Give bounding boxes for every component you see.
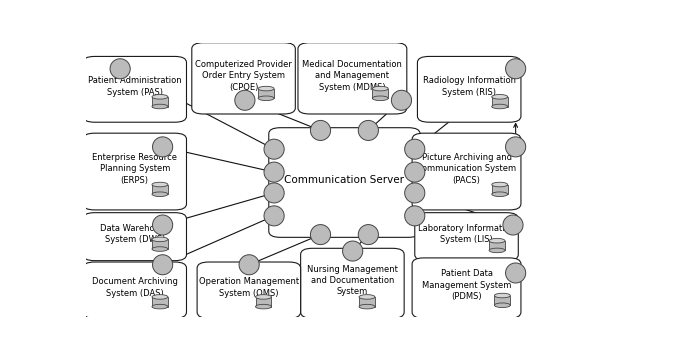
Ellipse shape [492,192,508,197]
Bar [492,184,508,194]
Bar [258,89,274,98]
Ellipse shape [372,86,388,91]
Ellipse shape [152,237,168,242]
Bar [489,241,505,250]
Ellipse shape [264,162,284,182]
FancyBboxPatch shape [83,133,186,210]
Text: Laboratory Information
System (LIS): Laboratory Information System (LIS) [418,224,515,244]
Bar [256,297,271,307]
Bar [152,97,168,106]
Ellipse shape [152,95,168,99]
FancyBboxPatch shape [83,262,186,318]
Ellipse shape [152,192,168,197]
Ellipse shape [506,263,525,283]
Text: Enterprise Resource
Planning System
(ERPS): Enterprise Resource Planning System (ERP… [92,153,177,185]
Ellipse shape [503,215,523,235]
Ellipse shape [152,104,168,109]
Bar [152,297,168,307]
Bar [492,97,508,106]
Ellipse shape [264,183,284,203]
Ellipse shape [492,182,508,187]
Ellipse shape [405,206,425,226]
Ellipse shape [492,95,508,99]
Text: Operation Management
System (OMS): Operation Management System (OMS) [199,277,299,298]
Text: Data Warehouse
System (DWS): Data Warehouse System (DWS) [100,224,170,244]
FancyBboxPatch shape [417,57,521,122]
Text: Radiology Information
System (RIS): Radiology Information System (RIS) [423,76,516,97]
Ellipse shape [110,59,130,79]
Ellipse shape [152,247,168,251]
Ellipse shape [239,255,259,275]
Text: Patient Data
Management System
(PDMS): Patient Data Management System (PDMS) [422,269,511,301]
Ellipse shape [358,120,378,141]
Text: Picture Archiving and
Communication System
(PACS): Picture Archiving and Communication Syst… [416,153,516,185]
Text: Communication Server: Communication Server [284,175,404,185]
Ellipse shape [405,183,425,203]
FancyBboxPatch shape [412,258,521,318]
Ellipse shape [258,96,274,100]
Ellipse shape [256,295,271,299]
Ellipse shape [506,137,525,157]
Ellipse shape [153,255,173,275]
Ellipse shape [359,295,375,299]
Ellipse shape [310,120,331,141]
Ellipse shape [342,241,363,261]
FancyBboxPatch shape [83,213,186,261]
Ellipse shape [405,139,425,159]
Ellipse shape [256,304,271,309]
Ellipse shape [264,206,284,226]
Bar [495,295,510,305]
Ellipse shape [372,96,388,100]
Ellipse shape [358,225,378,245]
FancyBboxPatch shape [414,213,519,261]
FancyBboxPatch shape [298,43,407,114]
Ellipse shape [495,303,510,308]
Ellipse shape [152,295,168,299]
Ellipse shape [506,59,525,79]
Text: Nursing Management
and Documentation
System: Nursing Management and Documentation Sys… [307,265,398,297]
Ellipse shape [489,248,505,253]
Ellipse shape [310,225,331,245]
Text: Computerized Provider
Order Entry System
(CPOE): Computerized Provider Order Entry System… [195,60,292,91]
FancyBboxPatch shape [83,57,186,122]
Bar [152,184,168,194]
Ellipse shape [152,304,168,309]
Ellipse shape [264,139,284,159]
Ellipse shape [489,239,505,243]
Bar [372,89,388,98]
Text: Patient Administration
System (PAS): Patient Administration System (PAS) [88,76,182,97]
FancyBboxPatch shape [197,262,301,318]
FancyBboxPatch shape [269,128,420,237]
Ellipse shape [258,86,274,91]
Text: Medical Documentation
and Management
System (MDMS): Medical Documentation and Management Sys… [303,60,402,91]
Text: Document Archiving
System (DAS): Document Archiving System (DAS) [92,277,177,298]
Ellipse shape [495,293,510,298]
FancyBboxPatch shape [192,43,295,114]
FancyBboxPatch shape [301,248,404,318]
Ellipse shape [235,90,255,110]
Bar [359,297,375,307]
Ellipse shape [391,90,412,110]
Ellipse shape [405,162,425,182]
Ellipse shape [492,104,508,109]
Bar [152,239,168,249]
Ellipse shape [359,304,375,309]
Ellipse shape [153,137,173,157]
FancyBboxPatch shape [412,133,521,210]
Ellipse shape [152,182,168,187]
Ellipse shape [153,215,173,235]
